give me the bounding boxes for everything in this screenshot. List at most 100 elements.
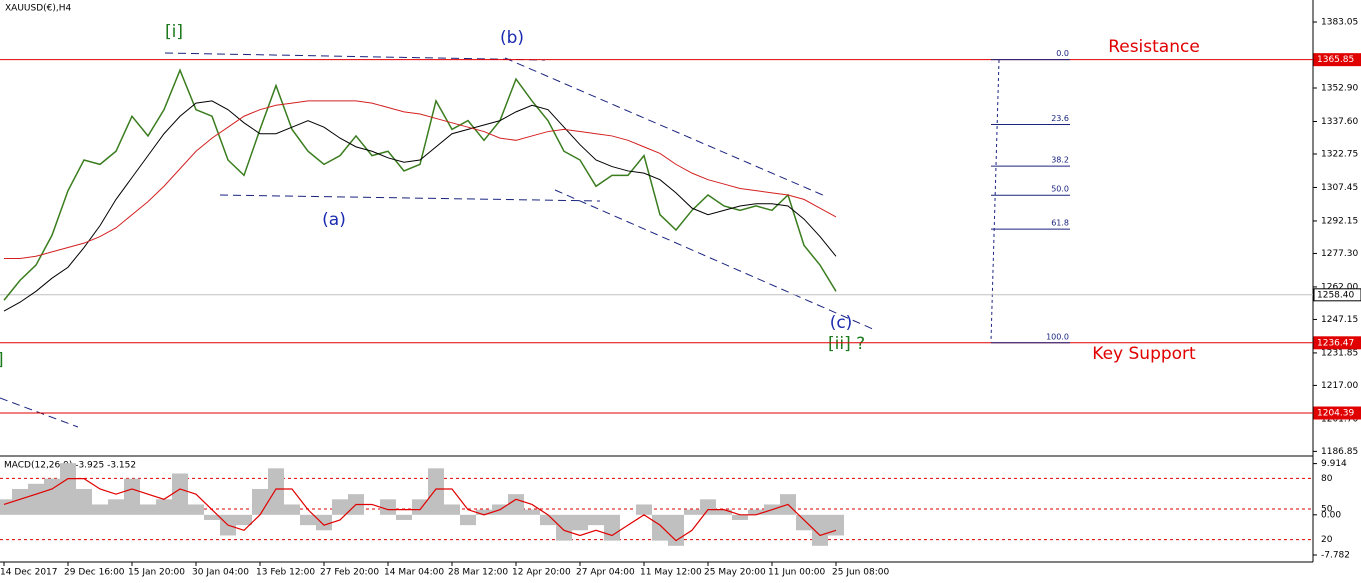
price-label: 1258.40: [1317, 290, 1354, 300]
macd-bar: [156, 499, 172, 515]
wave-label: [ii] ?: [828, 334, 865, 354]
x-tick-label: 25 May 20:00: [704, 568, 766, 578]
price-label-box: [1313, 288, 1361, 302]
macd-bar: [188, 504, 204, 515]
macd-bar: [316, 514, 332, 531]
wave-label: (c): [830, 313, 853, 333]
macd-bar: [652, 514, 668, 541]
trendline: [504, 57, 826, 197]
macd-bar: [556, 514, 572, 541]
fib-label: 61.8: [1051, 219, 1069, 228]
x-tick-label: 12 Apr 20:00: [512, 568, 571, 578]
y-tick-label: 1322.75: [1321, 149, 1358, 159]
macd-bar: [44, 478, 60, 515]
level-label: Key Support: [1092, 344, 1196, 364]
macd-bar: [76, 488, 92, 515]
y-tick-label: 1383.05: [1321, 18, 1358, 28]
y-tick-label: 1352.90: [1321, 84, 1358, 94]
macd-bar: [524, 509, 540, 515]
x-tick-label: 29 Dec 16:00: [64, 568, 125, 578]
macd-bar: [412, 499, 428, 515]
price-label-box: [1313, 53, 1361, 67]
price-label: 1236.47: [1317, 338, 1354, 348]
macd-bar: [700, 499, 716, 515]
macd-bar: [636, 504, 652, 515]
macd-bar: [444, 504, 460, 515]
macd-bar: [12, 488, 28, 515]
chart-title: XAUUSD(€),H4: [5, 4, 72, 14]
x-tick-label: 25 Jun 08:00: [832, 568, 889, 578]
y-tick-label: 1217.00: [1321, 381, 1358, 391]
wave-label: (a): [322, 210, 346, 230]
fib-axis: [990, 59, 1000, 342]
macd-bar: [460, 514, 476, 526]
y2-tick-label: 20: [1321, 535, 1333, 545]
x-tick-label: 11 May 12:00: [640, 568, 702, 578]
trendline: [554, 189, 876, 331]
price-line: [3, 100, 837, 312]
x-tick-label: 27 Apr 04:00: [576, 568, 635, 578]
macd-bar: [428, 468, 444, 515]
y-tick-label: 1186.85: [1321, 447, 1358, 457]
macd-bar: [604, 514, 620, 541]
macd-bar: [572, 514, 588, 531]
macd-bar: [716, 509, 732, 515]
x-tick-label: 15 Jan 20:00: [128, 568, 185, 578]
macd-bar: [108, 499, 124, 515]
x-tick-label: 14 Mar 04:00: [384, 568, 444, 578]
fib-label: 23.6: [1051, 114, 1069, 123]
macd-bar: [204, 514, 220, 520]
x-tick-label: 30 Jan 04:00: [192, 568, 249, 578]
wave-label: ]: [0, 350, 4, 370]
macd-bar: [92, 504, 108, 515]
macd-bar: [684, 509, 700, 515]
macd-bar: [812, 514, 828, 546]
macd-bar: [508, 494, 524, 515]
level-label: Resistance: [1108, 37, 1200, 57]
y-tick-label: 0.00: [1321, 510, 1341, 520]
macd-bar: [268, 468, 284, 515]
macd-bar: [748, 509, 764, 515]
price-label: 1204.39: [1317, 409, 1354, 419]
macd-bar: [828, 514, 844, 536]
x-tick-label: 27 Feb 20:00: [320, 568, 379, 578]
y-tick-label: 1277.30: [1321, 249, 1358, 259]
macd-bar: [588, 514, 604, 526]
y-tick-label: 1307.45: [1321, 183, 1358, 193]
x-tick-label: 28 Mar 12:00: [448, 568, 508, 578]
macd-bar: [732, 514, 748, 520]
macd-bar: [476, 509, 492, 515]
y-tick-label: 1262.00: [1321, 282, 1358, 292]
fib-label: 100.0: [1046, 332, 1069, 341]
y2-tick-label: 50: [1321, 505, 1333, 515]
price-label-box: [1313, 336, 1361, 350]
price-line: [3, 68, 837, 301]
x-tick-label: 14 Dec 2017: [0, 568, 58, 578]
trendline: [0, 397, 79, 428]
x-tick-label: 13 Feb 12:00: [256, 568, 315, 578]
y-tick-label: 1292.15: [1321, 216, 1358, 226]
y-tick-label: 1247.15: [1321, 315, 1358, 325]
macd-bar: [380, 499, 396, 515]
price-label: 1365.85: [1317, 55, 1354, 65]
macd-bar: [140, 504, 156, 515]
price-label-box: [1313, 406, 1361, 420]
macd-bar: [284, 504, 300, 515]
fib-label: 38.2: [1051, 156, 1069, 165]
y-tick-label: 1231.85: [1321, 348, 1358, 358]
macd-bar: [540, 514, 556, 526]
y-tick-label: -7.782: [1321, 551, 1350, 561]
macd-bar: [796, 514, 812, 531]
trendline: [164, 52, 546, 61]
fib-label: 50.0: [1051, 185, 1069, 194]
fib-label: 0.0: [1056, 49, 1069, 58]
price-line: [4, 100, 837, 259]
macd-bar: [396, 514, 412, 520]
macd-bar: [252, 488, 268, 515]
macd-bar: [172, 473, 188, 515]
macd-bar: [236, 514, 252, 526]
macd-bar: [300, 514, 316, 526]
